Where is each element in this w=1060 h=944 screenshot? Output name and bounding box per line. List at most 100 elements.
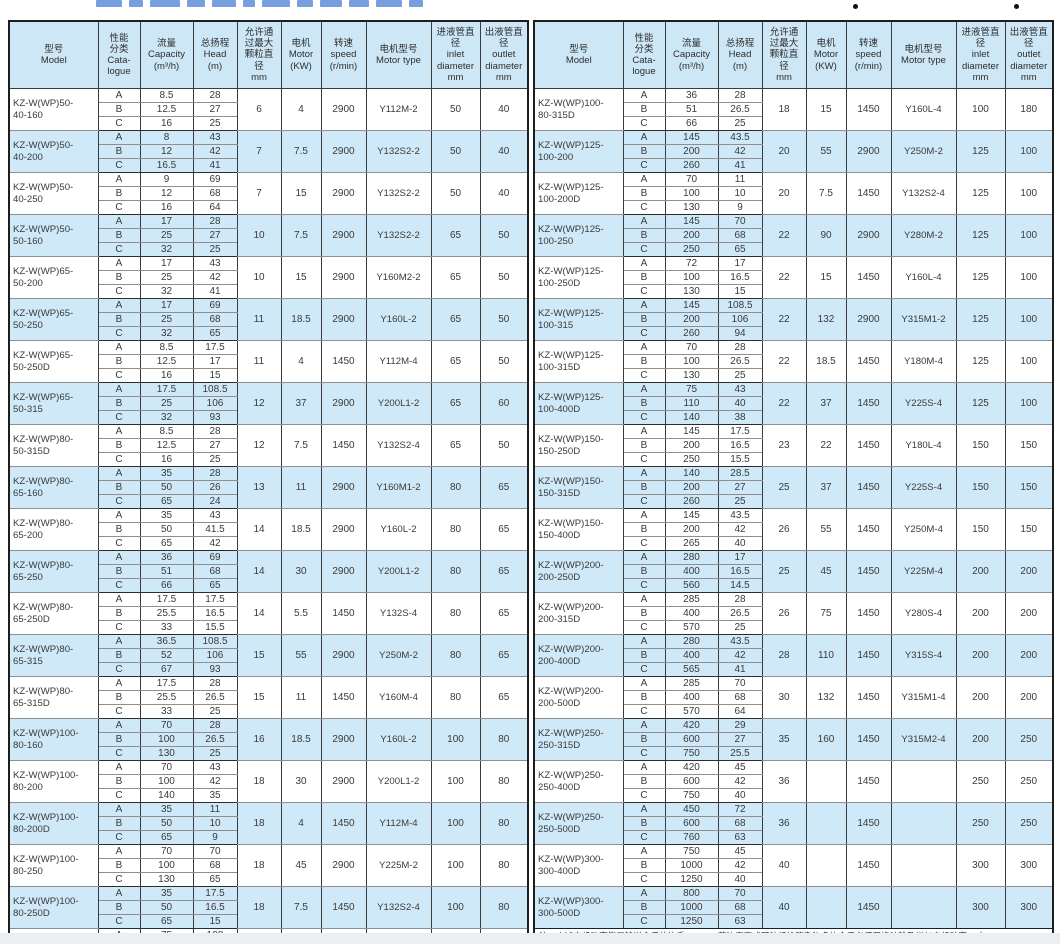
header-line: 电机型号	[379, 43, 418, 55]
pump-spec-table-left: 型号 Model 性能 分类 Cata-logue 流量 Capacity (m³/h) 总扬程…	[8, 20, 529, 944]
model-line: KZ-W(WP)125-	[538, 223, 604, 235]
cropped-blue-title-fragment	[96, 0, 556, 7]
capacity-value-cell: 9	[139, 172, 194, 187]
tables-row: 型号 Model 性能 分类 Cata-logue 流量 Capacity (m³/h) 总扬程…	[8, 20, 1054, 944]
header-line: Head	[728, 49, 752, 61]
capacity-value-cell: 25.5	[139, 690, 194, 705]
model-line: KZ-W(WP)80-	[13, 685, 74, 697]
grade-letter-cell: A	[622, 634, 666, 649]
model-cell: KZ-W(WP)200- 200-400D	[533, 634, 624, 677]
grade-letter-cell: B	[97, 228, 141, 243]
model-line: 100-400D	[538, 403, 581, 415]
head-value-cell: 42	[192, 536, 238, 551]
capacity-value-cell: 570	[664, 620, 719, 635]
particle-size-cell: 16	[236, 718, 282, 761]
particle-size-cell: 22	[761, 382, 807, 425]
capacity-value-cell: 32	[139, 242, 194, 257]
capacity-value-cell: 33	[139, 620, 194, 635]
head-value-cell: 41.5	[192, 522, 238, 537]
header-line: 过最大	[769, 38, 799, 50]
capacity-value-cell: 17.5	[139, 676, 194, 691]
outlet-diameter-cell: 65	[479, 508, 529, 551]
capacity-value-cell: 65	[139, 830, 194, 845]
particle-size-cell: 12	[236, 382, 282, 425]
model-cell: KZ-W(WP)300- 300-500D	[533, 886, 624, 930]
model-line: 40-200	[13, 151, 43, 163]
grade-letter-cell: C	[622, 746, 666, 761]
capacity-value-cell: 280	[664, 550, 719, 565]
motor-power-cell	[805, 760, 847, 803]
header-line: 流量	[681, 38, 701, 50]
motor-type-cell: Y112M-4	[365, 340, 432, 383]
capacity-value-cell: 250	[664, 452, 719, 467]
capacity-value-cell: 16	[139, 452, 194, 467]
speed-cell: 2900	[845, 130, 892, 173]
capacity-value-cell: 265	[664, 536, 719, 551]
model-line: 50-315D	[13, 445, 50, 457]
capacity-value-cell: 130	[664, 284, 719, 299]
particle-size-cell: 10	[236, 256, 282, 299]
head-value-cell: 27	[717, 480, 763, 495]
head-value-cell: 94	[717, 326, 763, 341]
grade-letter-cell: C	[97, 410, 141, 425]
grade-letter-cell: B	[622, 186, 666, 201]
grade-letter-cell: A	[622, 130, 666, 145]
capacity-value-cell: 140	[139, 788, 194, 803]
particle-size-cell: 26	[761, 592, 807, 635]
grade-letter-cell: A	[97, 886, 141, 901]
grade-letter-cell: A	[97, 844, 141, 859]
grade-letter-cell: A	[97, 88, 141, 103]
model-line: KZ-W(WP)300-	[538, 895, 604, 907]
grade-letter-cell: A	[622, 172, 666, 187]
particle-size-cell: 36	[761, 802, 807, 845]
capacity-value-cell: 12.5	[139, 354, 194, 369]
inlet-diameter-cell: 65	[430, 340, 481, 383]
inlet-diameter-cell: 250	[955, 760, 1006, 803]
model-line: KZ-W(WP)200-	[538, 559, 604, 571]
head-value-cell: 26	[192, 480, 238, 495]
speed-cell: 1450	[845, 718, 892, 761]
header-line: 总扬程	[200, 38, 230, 50]
capacity-value-cell: 140	[664, 466, 719, 481]
head-value-cell: 17	[717, 550, 763, 565]
inlet-diameter-cell: 125	[955, 340, 1006, 383]
capacity-value-cell: 17	[139, 214, 194, 229]
head-value-cell: 65	[192, 578, 238, 593]
outlet-diameter-cell: 50	[479, 214, 529, 257]
motor-power-cell: 18.5	[805, 340, 847, 383]
model-line: KZ-W(WP)80-	[13, 433, 74, 445]
head-value-cell: 108.5	[192, 382, 238, 397]
motor-type-cell: Y250M-4	[890, 508, 957, 551]
capacity-value-cell: 200	[664, 144, 719, 159]
model-cell: KZ-W(WP)100- 80-160	[8, 718, 99, 761]
outlet-diameter-cell: 100	[1004, 298, 1054, 341]
header-line: 径	[779, 60, 789, 72]
speed-cell: 2900	[320, 844, 367, 887]
head-value-cell: 43	[192, 256, 238, 271]
motor-type-cell: Y200L1-2	[365, 550, 432, 593]
motor-type-cell: Y160L-2	[365, 298, 432, 341]
capacity-value-cell: 50	[139, 480, 194, 495]
motor-type-cell	[890, 886, 957, 930]
model-cell: KZ-W(WP)125- 100-400D	[533, 382, 624, 425]
header-line: Motor	[288, 49, 314, 61]
model-cell: KZ-W(WP)50- 40-200	[8, 130, 99, 173]
grade-letter-cell: B	[622, 816, 666, 831]
outlet-diameter-cell: 150	[1004, 424, 1054, 467]
capacity-value-cell: 400	[664, 564, 719, 579]
header-line: 径	[254, 60, 264, 72]
speck-artifact	[853, 4, 858, 9]
head-value-cell: 16.5	[192, 606, 238, 621]
speed-cell: 1450	[845, 886, 892, 930]
grade-letter-cell: C	[622, 116, 666, 131]
capacity-value-cell: 36.5	[139, 634, 194, 649]
model-line: 50-200	[13, 277, 43, 289]
model-line: 50-250D	[13, 361, 50, 373]
model-line: KZ-W(WP)250-	[538, 727, 604, 739]
motor-power-cell: 4	[280, 802, 322, 845]
outlet-diameter-cell: 200	[1004, 550, 1054, 593]
header-line: 径	[975, 38, 986, 50]
head-value-cell: 25	[192, 452, 238, 467]
capacity-value-cell: 130	[139, 872, 194, 887]
model-cell: KZ-W(WP)125- 100-315D	[533, 340, 624, 383]
